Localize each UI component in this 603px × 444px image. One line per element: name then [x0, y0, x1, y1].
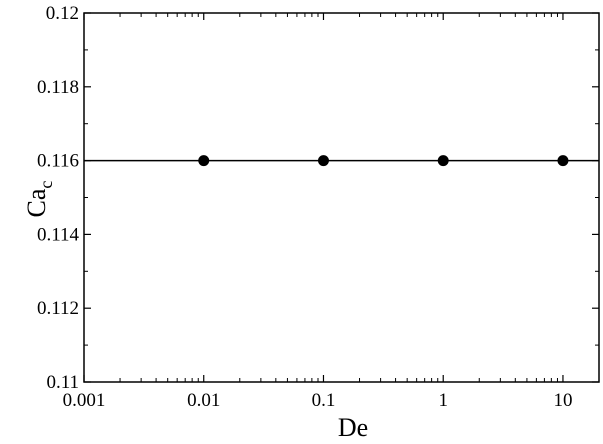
x-tick-label: 1 [438, 390, 448, 411]
x-axis-title: De [338, 413, 368, 442]
plot-frame [84, 13, 599, 382]
data-point [438, 155, 449, 166]
labels-layer: 0.001 0.01 0.1 1 100.110.1120.1140.1160.1180… [37, 3, 573, 411]
y-tick-label: 0.118 [37, 77, 79, 98]
data-point [198, 155, 209, 166]
y-tick-label: 0.116 [37, 151, 79, 172]
x-tick-label: 0.001 [63, 390, 106, 411]
x-tick-label: 10 [553, 390, 572, 411]
y-tick-label: 0.112 [37, 298, 79, 319]
x-tick-label: 0.1 [312, 390, 336, 411]
y-axis-title: Cac [22, 181, 56, 218]
y-tick-label: 0.12 [46, 3, 79, 24]
y-tick-label: 0.11 [46, 372, 79, 393]
data-point [318, 155, 329, 166]
y-axis-title-subscript: c [36, 181, 56, 189]
ticks-layer [84, 13, 599, 382]
data-point [557, 155, 568, 166]
y-tick-label: 0.114 [37, 224, 80, 245]
y-axis-title-main: Ca [22, 188, 51, 217]
x-tick-label: 0.01 [187, 390, 220, 411]
